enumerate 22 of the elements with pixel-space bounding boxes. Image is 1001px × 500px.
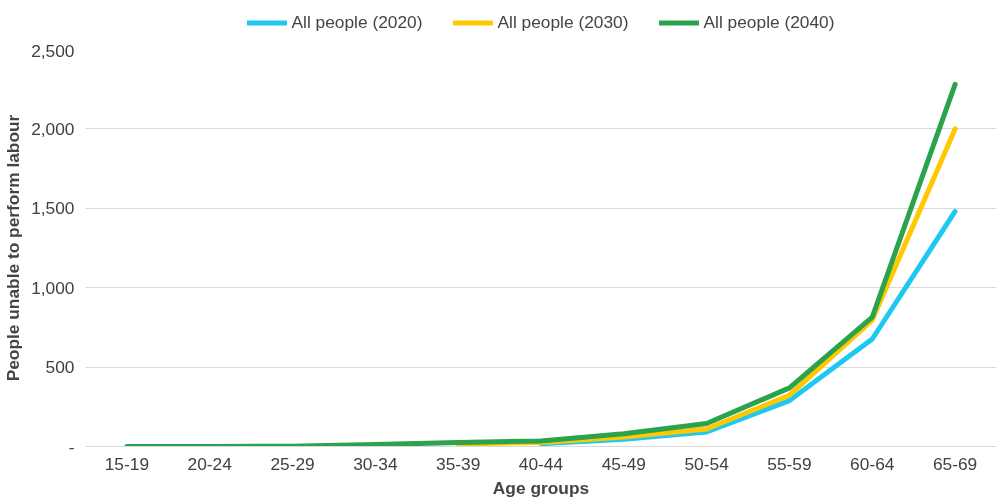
x-tick-label: 65-69 (932, 453, 978, 474)
y-tick-label: - (68, 436, 75, 457)
legend-label: All people (2020) (291, 11, 423, 33)
y-tick-label: 2,000 (31, 118, 75, 139)
x-tick-label: 20-24 (187, 453, 233, 474)
x-tick-label: 15-19 (104, 453, 150, 474)
y-tick-label: 1,000 (31, 277, 75, 298)
x-tick-label: 25-29 (270, 453, 315, 474)
y-axis-title: People unable to perform labour (3, 114, 24, 382)
y-tick-label: 500 (45, 357, 75, 378)
y-tick-label: 1,500 (31, 198, 75, 219)
x-tick-label: 30-34 (353, 453, 398, 474)
x-tick-label: 45-49 (601, 453, 646, 474)
x-tick-label: 40-44 (518, 453, 564, 474)
x-tick-label: 50-54 (684, 453, 730, 474)
legend-label: All people (2030) (497, 11, 629, 33)
legend-label: All people (2040) (703, 11, 835, 33)
x-tick-label: 55-59 (767, 453, 812, 474)
x-tick-label: 35-39 (436, 453, 481, 474)
x-tick-label: 60-64 (850, 453, 895, 474)
x-axis-title: Age groups (492, 477, 590, 498)
y-tick-label: 2,500 (31, 40, 75, 61)
